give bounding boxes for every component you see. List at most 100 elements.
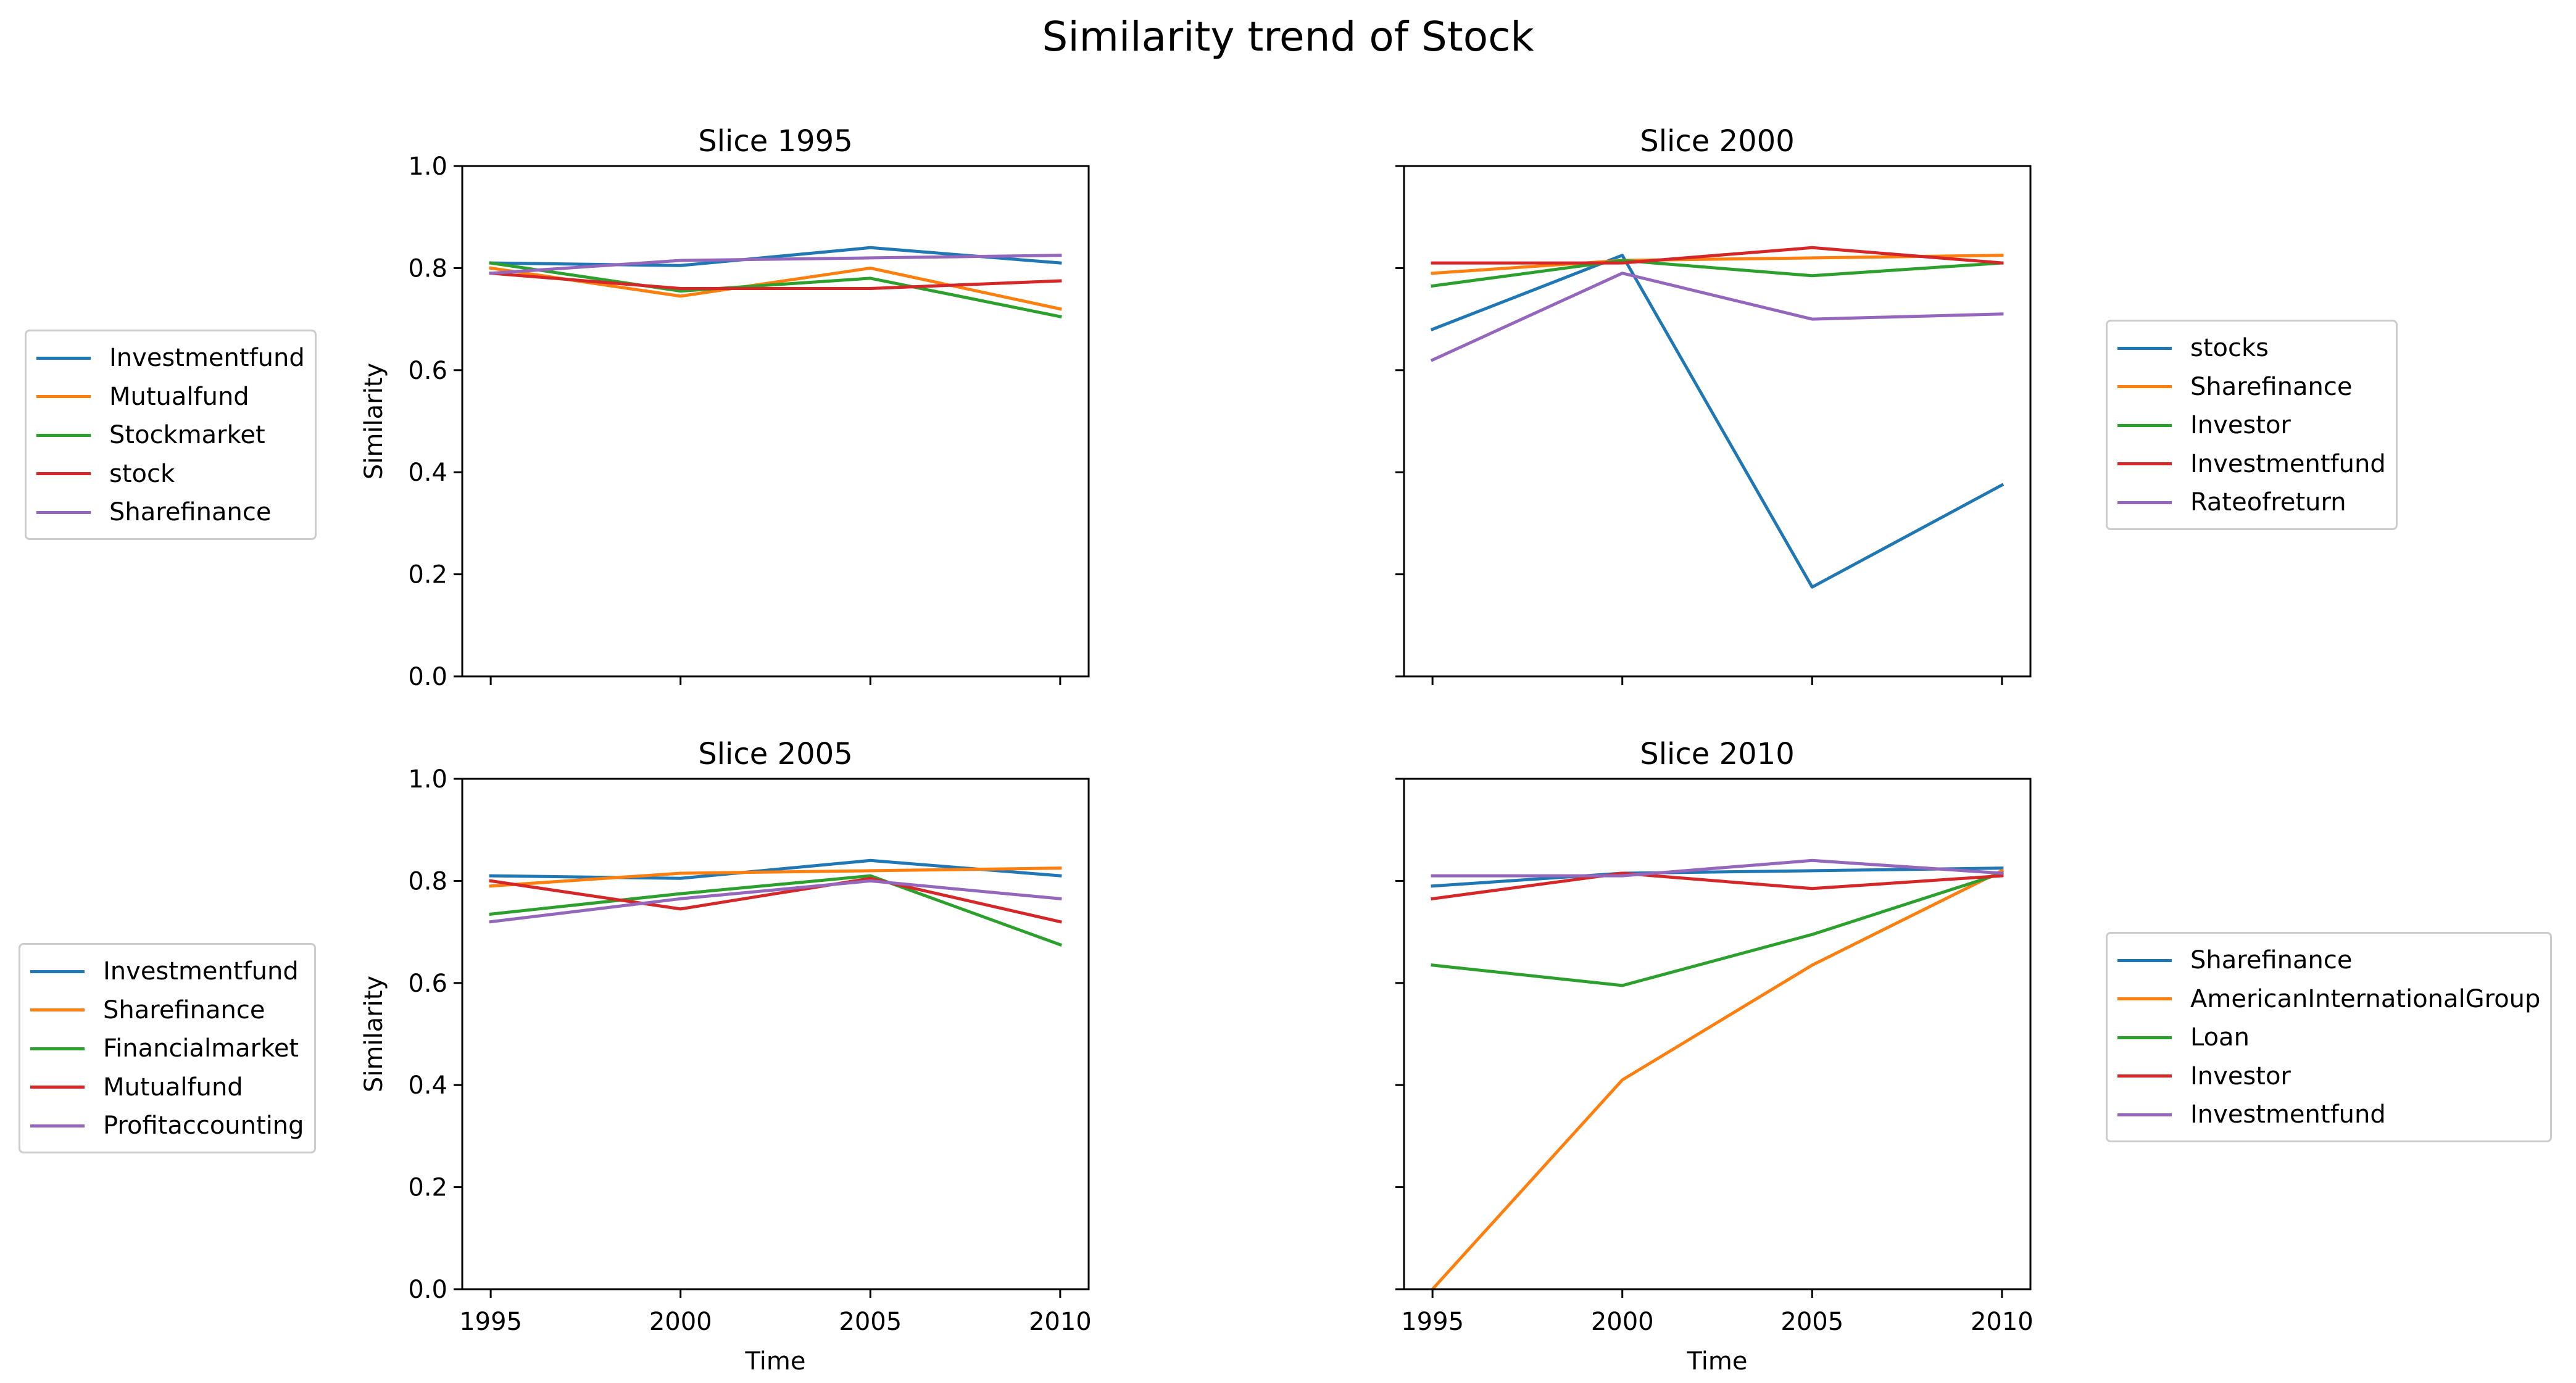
legend-entry: Sharefinance [2117, 941, 2540, 980]
slice-2005-series-line [489, 876, 1062, 924]
slice-2010-series-line [1431, 871, 2005, 987]
slice-1995-series-line [489, 254, 1062, 275]
legend-entry: Loan [2117, 1018, 2540, 1057]
slice-2005-title: Slice 2005 [698, 737, 852, 771]
slice-2005-series-line [489, 879, 1062, 924]
x-axis-label: Time [745, 1347, 806, 1376]
legend-swatch [36, 510, 91, 514]
y-axis-label: Similarity [360, 976, 388, 1092]
legend-label: Mutualfund [103, 1073, 243, 1102]
legend-entry: Financialmarket [30, 1029, 304, 1068]
slice-2010-series-line [1431, 871, 2004, 901]
legend-entry: Stockmarket [36, 416, 305, 455]
y-tick-label: 0.4 [408, 459, 447, 487]
legend-swatch [30, 1008, 85, 1012]
slice-2005-series-line [489, 866, 1062, 888]
legend-label: Investor [2190, 1061, 2291, 1090]
legend-label: Sharefinance [2190, 372, 2353, 401]
x-tick-label: 1995 [459, 1308, 522, 1336]
slice-2010-title: Slice 2010 [1640, 737, 1794, 771]
legend-label: Loan [2190, 1023, 2250, 1052]
y-tick-label: 1.0 [408, 765, 447, 794]
legend-entry: stocks [2117, 329, 2386, 368]
x-tick-label: 2000 [649, 1308, 712, 1336]
legend-entry: Mutualfund [30, 1068, 304, 1107]
y-axis-label: Similarity [360, 363, 388, 480]
legend-swatch [36, 395, 91, 399]
legend-entry: Sharefinance [36, 493, 305, 532]
slice-2005-legend: Investmentfund Sharefinance Financialmarke… [19, 943, 316, 1153]
legend-swatch [2117, 997, 2172, 1001]
legend-label: stocks [2190, 334, 2269, 363]
x-tick-label: 2010 [1971, 1308, 2034, 1336]
x-tick-label: 2010 [1029, 1308, 1092, 1336]
legend-swatch [2117, 1074, 2172, 1078]
y-tick-label: 0.8 [408, 867, 447, 895]
y-tick-label: 0.8 [408, 254, 447, 283]
legend-swatch [2117, 500, 2172, 504]
slice-2010-legend: Sharefinance AmericanInternationalGroup Lo… [2106, 932, 2553, 1142]
legend-label: Investmentfund [2190, 1100, 2386, 1129]
legend-label: Mutualfund [109, 382, 249, 411]
legend-swatch [2117, 1113, 2172, 1116]
legend-entry: stock [36, 455, 305, 494]
legend-label: Profitaccounting [103, 1111, 304, 1140]
legend-entry: Investmentfund [2117, 445, 2386, 484]
legend-swatch [30, 1047, 85, 1050]
legend-swatch [2117, 462, 2172, 466]
legend-entry: Sharefinance [2117, 368, 2386, 407]
legend-label: Investmentfund [109, 344, 305, 373]
legend-label: Sharefinance [103, 995, 265, 1024]
legend-entry: Sharefinance [30, 991, 304, 1030]
legend-swatch [2117, 1036, 2172, 1039]
slice-2000-series-line [1430, 254, 2005, 589]
x-tick-label: 2000 [1591, 1308, 1654, 1336]
legend-swatch [30, 1124, 85, 1128]
legend-entry: Investmentfund [2117, 1095, 2540, 1134]
legend-label: Investmentfund [103, 957, 299, 986]
legend-swatch [36, 472, 91, 476]
legend-swatch [36, 433, 91, 437]
legend-label: AmericanInternationalGroup [2190, 984, 2541, 1013]
figure-title: Similarity trend of Stock [1042, 13, 1534, 60]
slice-2005-axes-frame [461, 778, 1090, 1290]
legend-entry: Investor [2117, 406, 2386, 445]
legend-label: Rateofreturn [2190, 488, 2346, 517]
slice-1995-series-line [489, 261, 1062, 318]
slice-2000-series-line [1430, 272, 2004, 362]
y-tick-label: 1.0 [408, 152, 447, 181]
legend-entry: Profitaccounting [30, 1107, 304, 1145]
slice-1995-series-line [489, 272, 1062, 290]
x-tick-label: 2005 [839, 1308, 902, 1336]
legend-swatch [2117, 958, 2172, 962]
y-tick-label: 0.6 [408, 970, 447, 998]
legend-swatch [2117, 423, 2172, 427]
slice-2010-axes-frame [1403, 778, 2032, 1290]
slice-2010-series-line [1430, 868, 2005, 1292]
slice-2000-series-line [1431, 246, 2004, 265]
legend-swatch [30, 970, 85, 973]
slice-2010-series-line [1431, 858, 2004, 878]
legend-label: Investmentfund [2190, 449, 2386, 478]
legend-entry: Investor [2117, 1057, 2540, 1096]
legend-swatch [30, 1086, 85, 1089]
slice-2000-title: Slice 2000 [1640, 124, 1794, 159]
slice-1995-title: Slice 1995 [698, 124, 852, 159]
y-tick-label: 0.6 [408, 357, 447, 385]
legend-swatch [2117, 346, 2172, 350]
y-tick-label: 0.4 [408, 1071, 447, 1100]
slice-1995-legend: Investmentfund Mutualfund Stockmarket stock… [25, 330, 317, 540]
slice-2005-series-line [489, 874, 1063, 947]
legend-swatch [36, 356, 91, 360]
y-tick-label: 0.0 [408, 1276, 447, 1304]
slice-2000-legend: stocks Sharefinance Investor Investmentfund… [2106, 320, 2398, 530]
legend-label: stock [109, 459, 175, 488]
slice-2000-series-line [1431, 259, 2004, 288]
y-tick-label: 0.0 [408, 663, 447, 691]
x-tick-label: 1995 [1401, 1308, 1464, 1336]
legend-entry: Mutualfund [36, 378, 305, 417]
legend-entry: AmericanInternationalGroup [2117, 980, 2540, 1019]
slice-1995-axes-frame [461, 165, 1090, 678]
x-tick-label: 2005 [1780, 1308, 1843, 1336]
legend-label: Sharefinance [2190, 946, 2353, 975]
